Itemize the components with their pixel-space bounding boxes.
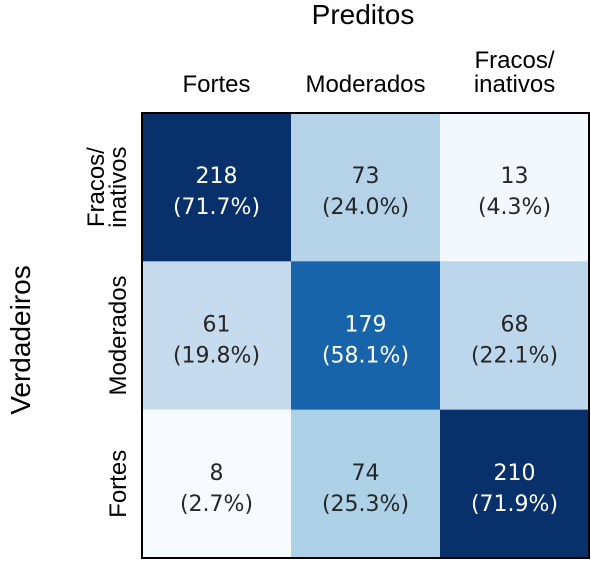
cell-percent-label: (24.0%) bbox=[322, 195, 409, 220]
cell-count-label: 210 bbox=[494, 461, 536, 486]
x-tick-label: Fracos/inativos bbox=[474, 47, 555, 98]
cell-count-label: 73 bbox=[352, 164, 380, 189]
heatmap-cell: 13 (4.3%) bbox=[440, 113, 590, 262]
y-tick-label: Fortes bbox=[105, 450, 132, 518]
cell-percent-label: (71.7%) bbox=[173, 195, 260, 220]
cell-count-label: 74 bbox=[352, 461, 380, 486]
cell-percent-label: (2.7%) bbox=[180, 492, 253, 517]
heatmap-cell-rect bbox=[291, 113, 441, 262]
y-tick-labels: Fracos/inativos Moderados Fortes bbox=[83, 146, 132, 517]
plot-frame bbox=[141, 112, 590, 559]
heatmap-cell: 210 (71.9%) bbox=[440, 409, 590, 559]
y-tick-label: Moderados bbox=[105, 275, 132, 395]
heatmap-cell-rect bbox=[142, 113, 292, 262]
heatmap-cell: 179 (58.1%) bbox=[291, 261, 441, 411]
heatmap-cell: 74 (25.3%) bbox=[291, 409, 441, 559]
cell-count-label: 61 bbox=[203, 312, 231, 337]
heatmap-cells: 218 (71.7%) 73 (24.0%) 13 (4.3%) 61 (19.8%) 179 (… bbox=[142, 113, 590, 559]
heatmap-cell-rect bbox=[440, 261, 590, 411]
heatmap-cell-rect bbox=[291, 261, 441, 411]
cell-count-label: 218 bbox=[196, 164, 238, 189]
cell-percent-label: (71.9%) bbox=[471, 492, 558, 517]
cell-percent-label: (58.1%) bbox=[322, 343, 409, 368]
heatmap-cell: 218 (71.7%) bbox=[142, 113, 292, 262]
cell-percent-label: (25.3%) bbox=[322, 492, 409, 517]
x-tick-label: Fortes bbox=[182, 71, 250, 98]
heatmap-cell: 61 (19.8%) bbox=[142, 261, 292, 411]
heatmap-cell-rect bbox=[291, 409, 441, 559]
y-tick-label: Fracos/inativos bbox=[83, 146, 132, 227]
cell-count-label: 13 bbox=[501, 164, 529, 189]
cell-count-label: 8 bbox=[210, 461, 224, 486]
x-tick-labels: Fortes Moderados Fracos/inativos bbox=[182, 47, 555, 98]
x-tick-label: Moderados bbox=[305, 71, 425, 98]
heatmap-cell-rect bbox=[440, 113, 590, 262]
heatmap-cell-rect bbox=[142, 261, 292, 411]
heatmap-cell: 73 (24.0%) bbox=[291, 113, 441, 262]
cell-percent-label: (19.8%) bbox=[173, 343, 260, 368]
cell-percent-label: (22.1%) bbox=[471, 343, 558, 368]
y-axis-label: Verdadeiros bbox=[5, 265, 36, 414]
x-axis-label: Preditos bbox=[312, 0, 415, 30]
cell-count-label: 179 bbox=[345, 312, 387, 337]
heatmap-cell-rect bbox=[142, 409, 292, 559]
cell-count-label: 68 bbox=[501, 312, 529, 337]
cell-percent-label: (4.3%) bbox=[478, 195, 551, 220]
heatmap-cell: 68 (22.1%) bbox=[440, 261, 590, 411]
heatmap-cell: 8 (2.7%) bbox=[142, 409, 292, 559]
heatmap-cell-rect bbox=[440, 409, 590, 559]
